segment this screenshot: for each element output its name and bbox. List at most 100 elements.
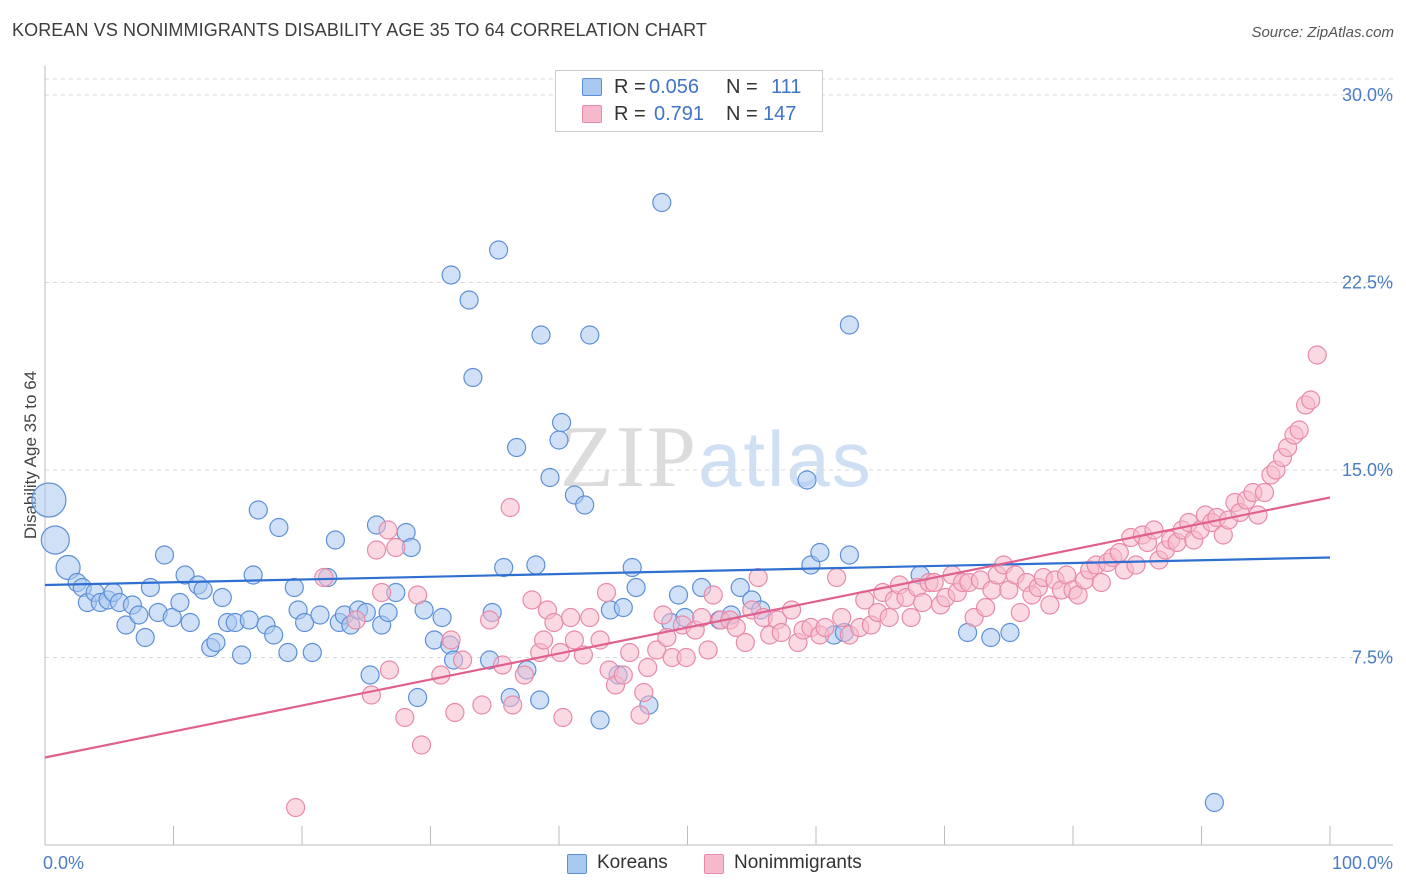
nonimmigrant-point [395, 707, 415, 728]
stats-box: R = 0.056 N = 111 R = 0.791 N = 147 [555, 70, 823, 132]
nonimmigrant-point [379, 660, 399, 680]
korean-point [295, 612, 315, 633]
legend-koreans-swatch [567, 854, 587, 874]
nonimmigrant-point [1248, 505, 1268, 525]
korean-point [580, 325, 600, 345]
korean-point [31, 482, 67, 518]
korean-point [1204, 792, 1225, 813]
nonimmigrant-point [314, 567, 334, 588]
korean-point [459, 290, 479, 310]
nonimmigrant-point [771, 622, 791, 643]
nonimmigrant-point [596, 582, 617, 603]
legend-nonimmigrants-swatch [704, 854, 724, 874]
nonimmigrant-point [975, 597, 996, 618]
nonimmigrant-point [676, 647, 696, 668]
source-label: Source: ZipAtlas.com [1251, 24, 1394, 41]
nonimmigrant-point [372, 582, 392, 603]
korean-point [360, 665, 380, 685]
koreans-swatch [582, 78, 602, 96]
koreans-n-label: N = [726, 76, 758, 98]
nonimmigrant-point [580, 607, 600, 628]
korean-point [135, 627, 155, 648]
korean-point [408, 687, 428, 708]
korean-point [441, 265, 461, 285]
nonimmigrant-point [408, 585, 428, 605]
nonimmigrant-point [1040, 595, 1060, 615]
koreans-r-label: R = [614, 76, 646, 98]
nonimmigrant-point [361, 685, 381, 705]
korean-point [489, 240, 509, 260]
nonimmigrant-point [346, 610, 366, 630]
korean-point [248, 500, 268, 520]
korean-point [551, 412, 572, 433]
y-tick-labels: 7.5% 15.0% 22.5% 30.0% [1342, 85, 1393, 668]
nonimmigrants-n-label: N = [726, 103, 758, 125]
nonimmigrant-point [638, 657, 658, 678]
nonimmigrant-point [480, 610, 500, 630]
korean-point [232, 645, 252, 665]
nonimmigrant-point [691, 607, 712, 628]
nonimmigrant-point [634, 682, 654, 703]
nonimmigrant-points [286, 345, 1327, 818]
korean-point [494, 557, 514, 578]
korean-point [549, 430, 569, 450]
chart-title: KOREAN VS NONIMMIGRANTS DISABILITY AGE 3… [12, 20, 707, 40]
axes [44, 66, 1393, 846]
nonimmigrant-point [879, 607, 899, 628]
nonimmigrant-point [522, 590, 542, 610]
nonimmigrant-point [653, 605, 673, 625]
korean-point [154, 545, 175, 565]
nonimmigrant-point [913, 592, 933, 613]
korean-point [613, 597, 633, 618]
korean-point [526, 555, 546, 575]
korean-point [839, 545, 860, 565]
korean-point [652, 192, 672, 213]
nonimmigrant-point [1289, 420, 1309, 440]
koreans-r-value: 0.056 [649, 76, 700, 98]
y-tick-label: 7.5% [1352, 648, 1393, 668]
nonimmigrants-swatch [582, 105, 602, 123]
korean-point [575, 495, 595, 515]
x-tick-label-max: 100.0% [1332, 853, 1393, 873]
nonimmigrant-point [748, 567, 768, 588]
korean-point [162, 607, 182, 628]
korean-point [175, 565, 195, 585]
nonimmigrant-point [1144, 520, 1164, 540]
korean-point [797, 470, 817, 490]
korean-point [302, 642, 322, 663]
stats-row-koreans: R = 0.056 N = 111 [556, 75, 822, 101]
nonimmigrant-point [533, 630, 554, 650]
stats-row-nonimmigrants: R = 0.791 N = 147 [556, 102, 822, 128]
y-tick-label: 30.0% [1342, 85, 1393, 105]
korean-point [325, 530, 345, 550]
nonimmigrant-point [386, 537, 406, 558]
x-tick-label-min: 0.0% [43, 853, 84, 873]
nonimmigrants-n-value: 147 [763, 103, 797, 125]
korean-point [530, 690, 550, 710]
korean-point [264, 625, 284, 645]
korean-point [180, 612, 200, 633]
korean-point [730, 577, 750, 598]
nonimmigrant-trend-line [44, 496, 1331, 759]
y-tick-label: 15.0% [1342, 460, 1393, 480]
nonimmigrant-point [703, 585, 723, 605]
nonimmigrant-point [826, 567, 847, 588]
korean-point [1000, 622, 1020, 643]
legend-koreans-label: Koreans [597, 852, 668, 873]
korean-point [378, 602, 398, 623]
nonimmigrants-r-value: 0.791 [654, 103, 705, 125]
nonimmigrant-point [781, 600, 802, 620]
korean-points [31, 192, 1225, 813]
nonimmigrant-point [472, 695, 492, 715]
korean-point [269, 517, 289, 538]
korean-point [668, 585, 689, 605]
nonimmigrant-point [1091, 572, 1111, 593]
nonimmigrant-point [564, 630, 585, 650]
nonimmigrant-point [286, 797, 306, 818]
watermark-zip: ZIP [560, 409, 698, 506]
korean-point [506, 437, 527, 458]
korean-point [278, 642, 298, 663]
nonimmigrant-point [411, 735, 432, 755]
nonimmigrant-point [815, 617, 835, 638]
nonimmigrant-point [735, 632, 755, 653]
